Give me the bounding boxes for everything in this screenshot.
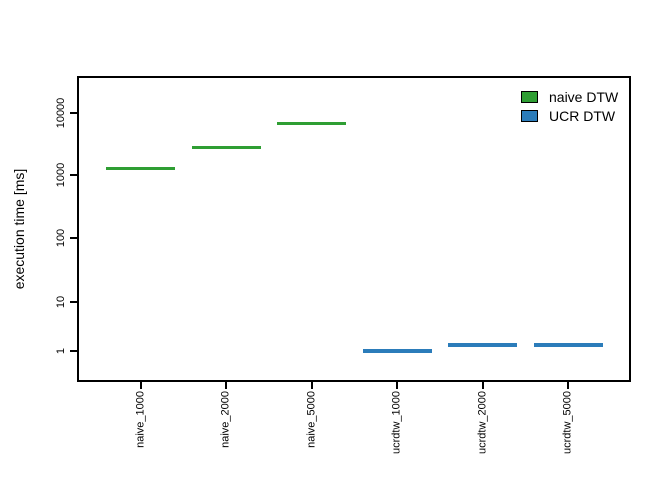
legend: naive DTW UCR DTW: [521, 87, 618, 125]
x-axis-tick: [481, 382, 484, 389]
box-median-line: [448, 343, 518, 348]
legend-label: UCR DTW: [549, 107, 616, 124]
legend-label: naive DTW: [549, 88, 619, 105]
x-tick-label: naive_5000: [305, 391, 318, 448]
y-axis-tick: [70, 350, 77, 352]
box-median-line: [191, 145, 261, 149]
y-axis-tick: [70, 237, 77, 239]
box-median-line: [533, 343, 603, 348]
x-axis-tick: [310, 382, 313, 389]
y-tick-label: 100: [55, 228, 67, 248]
y-axis-title: execution time [ms]: [11, 168, 27, 290]
y-tick-label: 10000: [55, 97, 67, 129]
y-axis-tick: [70, 174, 77, 176]
y-tick-label: 1: [55, 347, 67, 355]
box-median-line: [277, 121, 347, 125]
x-axis-tick: [567, 382, 570, 389]
x-tick-label: ucrdtw_5000: [561, 391, 574, 454]
x-axis-tick: [225, 382, 228, 389]
x-tick-label: naive_1000: [134, 391, 147, 448]
y-axis-tick: [70, 112, 77, 114]
y-axis-tick: [70, 301, 77, 303]
box-median-line: [106, 167, 176, 171]
x-tick-label: naive_2000: [219, 391, 232, 448]
plot-area: [77, 76, 631, 382]
box-median-line: [362, 349, 432, 353]
x-tick-label: ucrdtw_1000: [390, 391, 403, 454]
x-axis-tick: [139, 382, 142, 389]
x-axis-tick: [396, 382, 399, 389]
legend-row: UCR DTW: [521, 106, 618, 125]
legend-row: naive DTW: [521, 87, 618, 106]
y-tick-label: 1000: [55, 162, 67, 188]
legend-swatch: [521, 90, 538, 103]
y-tick-label: 10: [55, 295, 67, 309]
legend-swatch: [521, 109, 538, 122]
x-tick-label: ucrdtw_2000: [476, 391, 489, 454]
